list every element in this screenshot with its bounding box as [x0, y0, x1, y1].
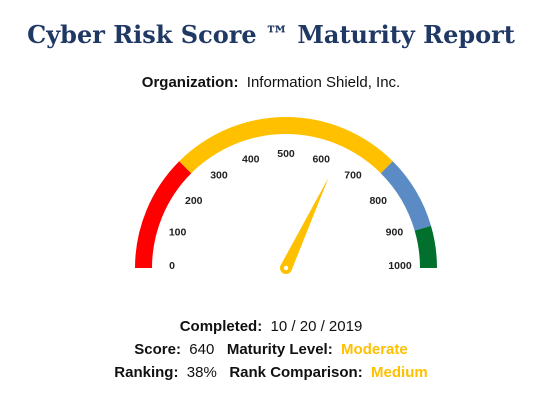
maturity-level-label: Maturity Level: [226, 341, 333, 358]
gauge-tick-label: 500 [277, 148, 295, 160]
report-title: Cyber Risk Score ™ Maturity Report [27, 20, 515, 49]
completed-line: Completed: 10 / 20 / 2019 [0, 318, 542, 335]
gauge-tick-label: 800 [369, 195, 387, 207]
rank-comparison-label: Rank Comparison: [229, 364, 363, 381]
organization-value: Information Shield, Inc. [246, 74, 401, 91]
gauge-tick-labels: 0 100 200 300 400 500 600 700 800 900 1000 [169, 148, 412, 272]
rank-comparison-value: Medium [371, 364, 428, 381]
organization-label: Organization: [141, 74, 239, 91]
ranking-line: Ranking: 38% Rank Comparison: Medium [0, 364, 542, 381]
gauge-band-3 [414, 225, 437, 268]
gauge-needle-pointer [280, 177, 329, 271]
gauge-tick-label: 100 [169, 227, 187, 239]
gauge-tick-label: 200 [185, 195, 203, 207]
gauge-tick-label: 300 [210, 170, 228, 182]
organization-line: Organization: Information Shield, Inc. [0, 74, 542, 91]
completed-value: 10 / 20 / 2019 [270, 318, 363, 335]
gauge-tick-label: 1000 [388, 260, 412, 272]
gauge-needle [280, 177, 329, 274]
gauge-band-1 [179, 117, 393, 174]
gauge-bands [135, 117, 437, 268]
gauge-tick-label: 900 [386, 227, 404, 239]
ranking-value: 38% [186, 364, 217, 381]
maturity-level-value: Moderate [341, 341, 408, 358]
gauge-tick-label: 700 [344, 170, 362, 182]
gauge-band-2 [380, 161, 432, 231]
gauge-tick-label: 0 [169, 260, 175, 272]
score-label: Score: [134, 341, 181, 358]
gauge-tick-label: 600 [312, 153, 330, 165]
score-line: Score: 640 Maturity Level: Moderate [0, 341, 542, 358]
gauge-tick-label: 400 [242, 153, 260, 165]
ranking-label: Ranking: [114, 364, 179, 381]
gauge-needle-pivot [283, 265, 289, 271]
gauge-band-0 [135, 161, 192, 268]
completed-label: Completed: [179, 318, 263, 335]
score-value: 640 [189, 341, 215, 358]
